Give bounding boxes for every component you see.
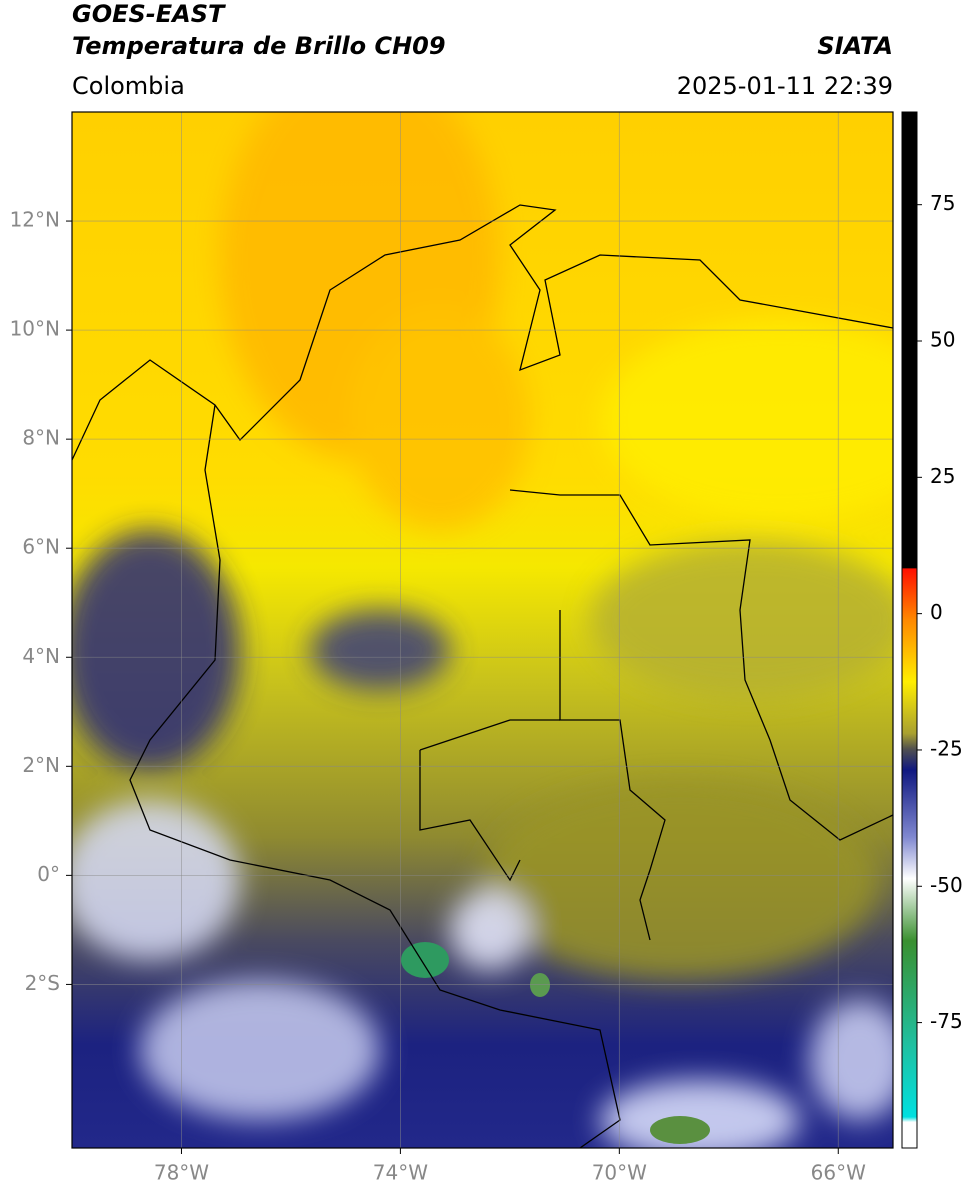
lon-tick-label: 78°W — [154, 1161, 209, 1185]
colorbar-tick-label: -25 — [930, 736, 963, 760]
lat-tick-label: 2°S — [25, 971, 60, 995]
colorbar-tick-label: 0 — [930, 600, 943, 624]
lat-tick-label: 10°N — [10, 317, 60, 341]
region: Colombia — [72, 72, 185, 100]
colorbar — [901, 111, 918, 1149]
colorbar-tick-label: 25 — [930, 464, 955, 488]
lat-tick-label: 4°N — [22, 644, 60, 668]
title: GOES-EAST — [72, 0, 226, 28]
graticule — [72, 112, 893, 1148]
map-frame — [71, 111, 894, 1149]
datetime: 2025-01-11 22:39 — [677, 72, 893, 100]
colorbar-tick-label: 50 — [930, 328, 955, 352]
lat-tick-label: 2°N — [22, 753, 60, 777]
colorbar-tick-label: -75 — [930, 1009, 963, 1033]
lat-tick-label: 8°N — [22, 426, 60, 450]
colorbar-tick-label: -50 — [930, 873, 963, 897]
lon-tick-label: 66°W — [811, 1161, 866, 1185]
subtitle: Temperatura de Brillo CH09 — [72, 32, 446, 60]
lat-tick-label: 6°N — [22, 535, 60, 559]
lat-tick-label: 12°N — [10, 208, 60, 232]
lon-tick-label: 74°W — [373, 1161, 428, 1185]
colorbar-tick-label: 75 — [930, 191, 955, 215]
source: SIATA — [817, 32, 893, 60]
lat-tick-label: 0° — [37, 862, 60, 886]
satellite-image — [72, 112, 893, 1148]
lon-tick-label: 70°W — [592, 1161, 647, 1185]
